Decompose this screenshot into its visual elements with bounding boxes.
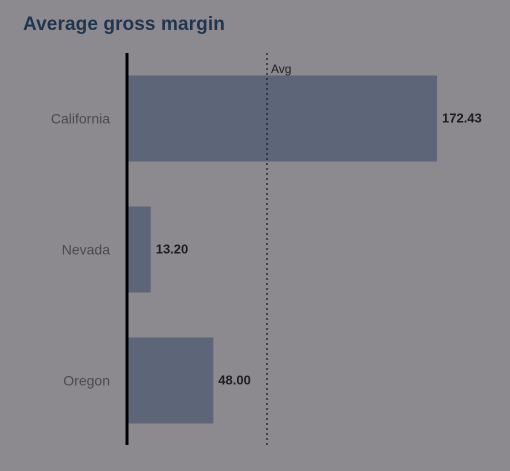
average-reference-label: Avg xyxy=(271,62,291,76)
labels-layer: California 172.43 Nevada 13.20 Oregon 48.00 xyxy=(51,111,482,389)
value-label: 172.43 xyxy=(442,111,482,126)
category-label: Nevada xyxy=(62,242,110,258)
bar-oregon[interactable] xyxy=(127,337,214,424)
bar-california[interactable] xyxy=(127,75,437,162)
chart-title: Average gross margin xyxy=(23,14,225,35)
category-label: Oregon xyxy=(63,373,110,389)
value-label: 13.20 xyxy=(156,242,189,257)
category-label: California xyxy=(51,111,110,127)
bars-layer xyxy=(127,75,437,424)
value-label: 48.00 xyxy=(218,373,251,388)
bar-nevada[interactable] xyxy=(127,206,151,293)
